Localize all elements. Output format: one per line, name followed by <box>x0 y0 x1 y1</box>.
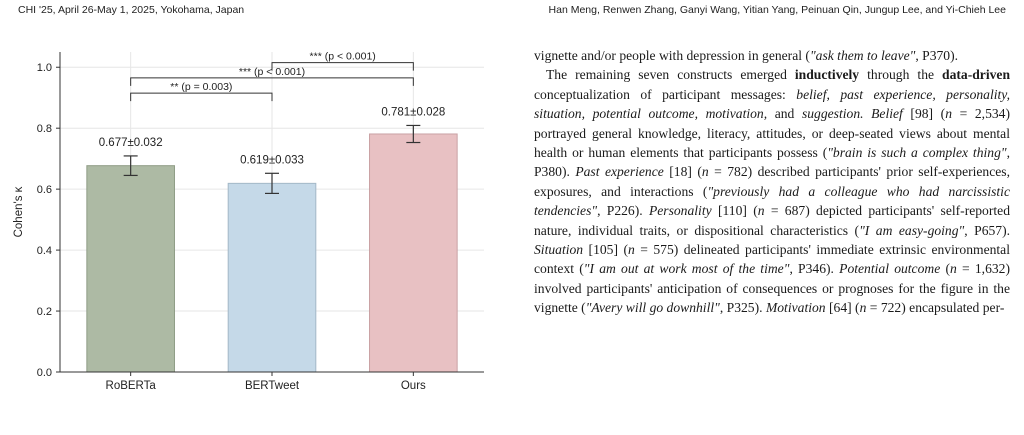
p2-run: n <box>627 242 635 258</box>
significance-label: ** (p = 0.003) <box>170 81 232 93</box>
y-tick-label: 1.0 <box>37 62 52 74</box>
p2-run: Potential outcome <box>839 261 941 277</box>
p2-run: The remaining seven constructs emerged <box>546 67 795 83</box>
bar-roberta <box>86 165 175 373</box>
running-header-authors: Han Meng, Renwen Zhang, Ganyi Wang, Yiti… <box>548 4 1006 16</box>
p2-run: = 575) delineated participants' immediat… <box>534 242 1010 277</box>
p2-run: , P657). <box>964 222 1011 238</box>
p2-run: = 2,534) portrayed general knowledge, li… <box>534 106 1010 161</box>
p2-run: , P325). <box>719 300 766 316</box>
p2-run: = 1,632) involved participants' anticipa… <box>534 261 1011 316</box>
chart-svg: 0.0 0.2 0.4 0.6 0.8 1.0 0.677±0.032 0.619±0.033… <box>13 51 484 392</box>
p2-run: "previously had a colleague who had narc… <box>534 183 1010 219</box>
p2-run: Situation <box>534 242 584 258</box>
bar-value-label: 0.677±0.032 <box>99 137 163 149</box>
p2-run: ( <box>940 261 950 277</box>
p2-run: n <box>859 300 867 316</box>
bar-ours <box>369 133 458 373</box>
p2-run: [110] ( <box>711 203 758 219</box>
p2-run: suggestion. Belief <box>801 106 903 122</box>
p2-run: [18] ( <box>663 164 702 180</box>
running-header-venue: CHI '25, April 26-May 1, 2025, Yokohama,… <box>18 4 245 16</box>
x-tick-label: RoBERTa <box>106 380 157 392</box>
p2-run: n <box>701 164 709 180</box>
significance-label: *** (p < 0.001) <box>239 66 305 78</box>
paragraph-1: vignette and/or people with depression i… <box>534 46 1010 65</box>
significance-bracket <box>271 62 414 71</box>
x-tick-label: Ours <box>401 380 426 392</box>
significance-bracket <box>130 77 414 86</box>
p2-run: = 782) described participants' prior sel… <box>534 164 1010 199</box>
p2-run: "Avery will go downhill" <box>585 300 720 316</box>
paragraph-2: The remaining seven constructs emerged i… <box>534 65 1010 317</box>
p2-run: Motivation <box>765 300 826 316</box>
p1-run: , P370). <box>915 48 959 63</box>
body-text-column: vignette and/or people with depression i… <box>534 46 1010 318</box>
bar-value-label: 0.781±0.028 <box>381 106 445 118</box>
p2-run: n <box>950 261 957 277</box>
y-tick-label: 0.0 <box>37 367 52 379</box>
p2-run: data-driven <box>942 67 1010 83</box>
figure-bar-chart: 0.0 0.2 0.4 0.6 0.8 1.0 0.677±0.032 0.619±0.033… <box>0 40 500 435</box>
bar-bertweet <box>227 182 317 373</box>
p1-run: vignette and/or people with depression i… <box>534 48 810 63</box>
p2-run: [64] ( <box>825 300 860 316</box>
p2-run: through the <box>859 67 943 83</box>
y-tick-label: 0.6 <box>37 184 52 196</box>
y-tick-label: 0.2 <box>37 306 52 318</box>
p2-run: and <box>767 106 802 122</box>
y-tick-label: 0.4 <box>37 245 52 257</box>
p2-run: n <box>757 203 765 219</box>
p2-run: conceptualization of participant message… <box>534 86 797 102</box>
significance-label: *** (p < 0.001) <box>310 51 376 63</box>
p2-run: , P346). <box>789 261 840 277</box>
p2-run: [105] ( <box>583 242 628 258</box>
p2-run: n <box>945 106 953 122</box>
p2-run: Past experience <box>575 164 664 180</box>
bar-value-label: 0.619±0.033 <box>240 154 304 166</box>
p2-run: inductively <box>794 67 860 83</box>
p2-run: belief, past experience, personality, si… <box>534 86 1010 122</box>
p2-run: "I am out at work most of the time" <box>583 261 790 277</box>
y-axis-label: Cohen's κ <box>13 186 25 237</box>
p2-run: "I am easy-going" <box>859 222 965 238</box>
p2-run: = 687) depicted participants' self-repor… <box>534 203 1010 238</box>
p2-run: "brain is such a complex thing" <box>827 145 1007 161</box>
p2-run: , P380). <box>534 145 1010 180</box>
p2-run: [98] ( <box>902 106 946 122</box>
x-tick-label: BERTweet <box>245 380 300 392</box>
p2-run: , P226). <box>597 203 649 219</box>
significance-bracket <box>130 92 273 102</box>
p1-run: "ask them to leave" <box>809 48 916 63</box>
p2-run: Personality <box>648 203 712 219</box>
y-tick-label: 0.8 <box>37 123 52 135</box>
p2-run: = 722) encapsulated per- <box>866 300 1005 316</box>
